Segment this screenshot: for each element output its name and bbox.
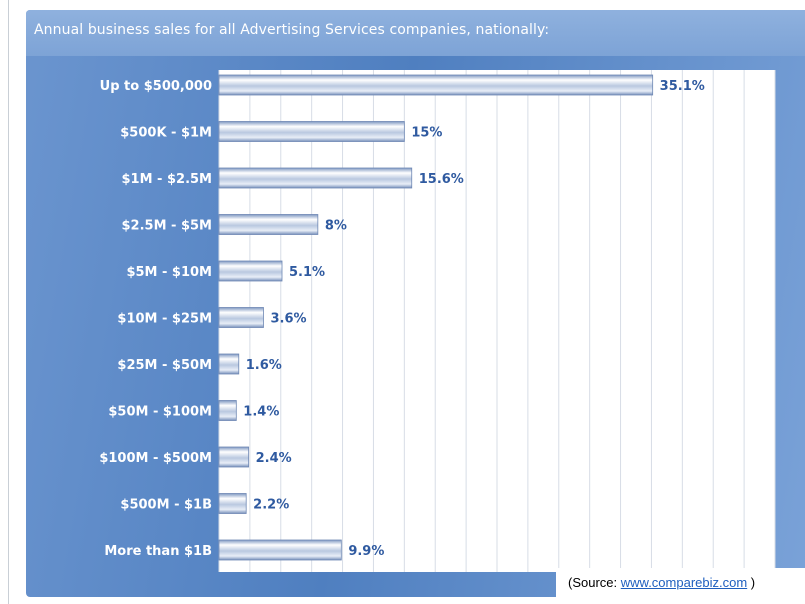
category-label: $500M - $1B [120,498,212,513]
category-label: $10M - $25M [117,312,212,327]
source-link[interactable]: www.comparebiz.com [620,575,748,590]
value-label: 2.4% [256,451,292,466]
value-label: 9.9% [348,544,384,559]
chart-panel: Annual business sales for all Advertisin… [26,10,805,597]
value-label: 1.6% [246,358,282,373]
category-label: $50M - $100M [108,405,212,420]
bar-group [218,74,654,561]
value-label: 2.2% [253,498,289,513]
value-label: 15% [411,126,442,141]
category-labels: Up to $500,000 $500K - $1M $1M - $2.5M $2.5… [99,79,212,559]
category-label: $1M - $2.5M [122,172,213,187]
bar [218,353,240,375]
chart-title: Annual business sales for all Advertisin… [34,22,550,38]
category-label: Up to $500,000 [100,79,212,94]
category-label: More than $1B [104,544,212,559]
source-suffix: ) [747,575,756,590]
left-border-line [8,0,9,604]
category-label: $500K - $1M [120,126,212,141]
value-label: 35.1% [660,79,705,94]
bar [218,167,413,189]
value-label: 15.6% [419,172,464,187]
value-label: 1.4% [243,405,279,420]
source-note: (Source: www.comparebiz.com ) [556,568,805,598]
category-label: $5M - $10M [126,265,212,280]
bar [218,260,283,282]
bar [218,214,319,235]
value-labels: 35.1% 15% 15.6% 8% 5.1% 3.6% 1.6% 1.4% 2.4% 2.2% 9… [243,79,704,559]
bar [218,446,250,468]
chart-plot: Up to $500,000 $500K - $1M $1M - $2.5M $2.5… [99,70,776,572]
value-label: 8% [325,219,347,234]
source-text: (Source: www.comparebiz.com ) [568,575,755,590]
category-label: $100M - $500M [99,451,212,466]
bar [218,539,342,561]
category-label: $2.5M - $5M [122,219,213,234]
source-prefix: (Source: [568,575,621,590]
chart-title-bar: Annual business sales for all Advertisin… [26,10,805,56]
bar [218,74,654,96]
bar [218,307,264,328]
bar [218,400,237,421]
bar [218,493,247,514]
bar [218,121,405,142]
value-label: 5.1% [289,265,325,280]
value-label: 3.6% [270,312,306,327]
category-label: $25M - $50M [117,358,212,373]
grid-lines [218,70,776,572]
